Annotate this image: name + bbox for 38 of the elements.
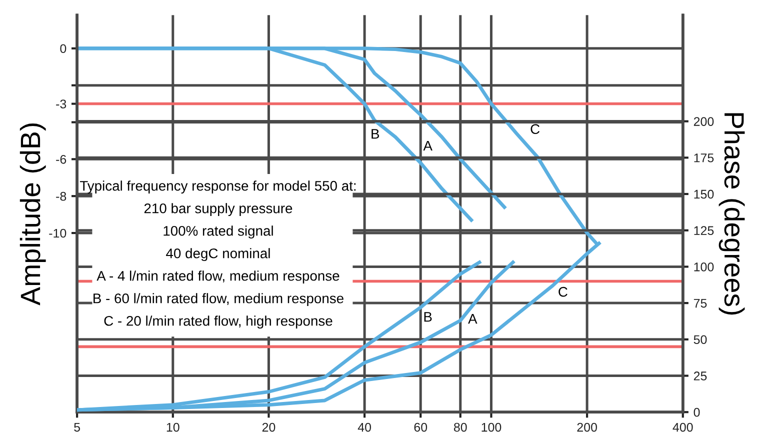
annotation: Typical frequency response for model 550 at: [80, 180, 356, 194]
annotation: C [530, 124, 540, 134]
y-axis-title: Amplitude (dB) [20, 123, 46, 306]
x-tick-label: 10 [166, 422, 180, 432]
y2-tick-label: 150 [694, 190, 714, 199]
y2-tick-label: 175 [694, 154, 714, 162]
x-tick-label: 60 [414, 422, 428, 432]
x-tick-label: 40 [358, 422, 372, 432]
x-tick-label: 100 [482, 422, 502, 432]
x-tick-label: 400 [672, 422, 693, 432]
y2-tick-label: 50 [694, 335, 707, 344]
y2-tick-label: 125 [694, 226, 714, 236]
y2-tick-label: 75 [694, 298, 707, 308]
annotation: A [468, 314, 478, 324]
y-tick-label: -6 [56, 154, 66, 164]
y2-tick-label: 100 [694, 262, 714, 272]
y-tick-label: -8 [56, 192, 66, 201]
annotation: B [424, 312, 432, 322]
y-tick-label: -3 [56, 100, 66, 108]
annotation: C [558, 286, 568, 297]
annotation: C - 20 l/min rated flow, high response [104, 316, 332, 329]
annotation: A [423, 140, 432, 151]
annotation: B - 60 l/min rated flow, medium response [94, 293, 344, 306]
x-tick-label: 5 [74, 422, 80, 432]
annotation: A - 4 l/min rated flow, medium response [96, 270, 340, 284]
y-tick-label: -10 [49, 228, 66, 238]
y2-tick-label: 200 [694, 117, 714, 126]
x-tick-label: 80 [454, 422, 467, 432]
x-tick-label: 20 [262, 422, 276, 432]
y-tick-label: 0 [60, 44, 66, 54]
annotation: 40 degC nominal [166, 248, 270, 262]
annotation: 100% rated signal [164, 226, 273, 239]
annotation: 210 bar supply pressure [144, 203, 292, 216]
y2-axis-title: Phase (degrees) [718, 113, 745, 315]
x-tick-label: 200 [577, 422, 597, 432]
y2-tick-label: 25 [694, 372, 707, 380]
annotation: B [372, 129, 380, 139]
y2-tick-label: 0 [694, 408, 700, 417]
